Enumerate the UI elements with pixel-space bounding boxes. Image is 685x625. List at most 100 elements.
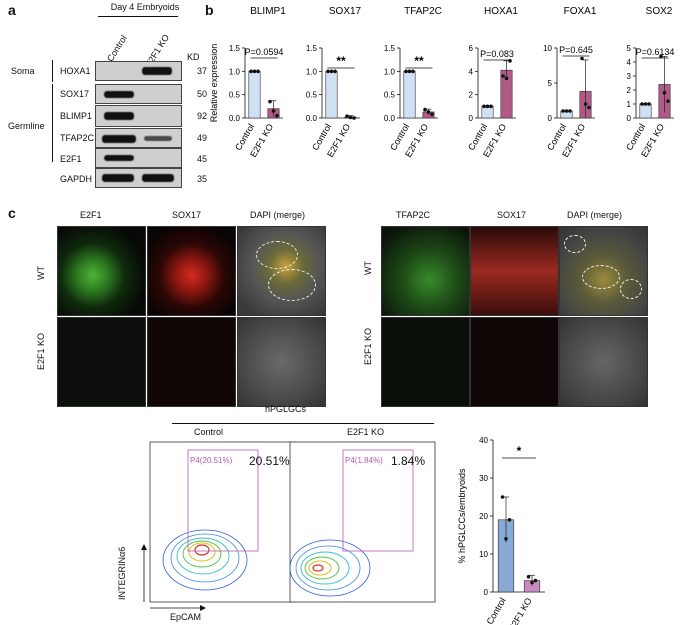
blot-header: Day 4 Embryoids [110, 2, 180, 12]
data-point [526, 575, 531, 579]
condition-control: Control [194, 427, 224, 437]
row-label-ko-right: E2F1 KO [363, 327, 373, 365]
band [104, 91, 134, 98]
y-tick-label: 1.5 [306, 44, 318, 53]
chart-title: SOX17 [329, 6, 362, 17]
data-point [326, 69, 330, 74]
data-point [564, 109, 569, 113]
data-point [507, 518, 512, 522]
data-point [508, 59, 512, 63]
data-point [500, 495, 505, 499]
data-point [426, 110, 431, 114]
y-tick-label: 20 [479, 512, 488, 521]
blot-strip-e2f1 [95, 148, 182, 168]
data-point [533, 578, 538, 583]
y-tick-label: 1.5 [384, 44, 396, 53]
data-point [411, 69, 415, 74]
y-tick-label: 1.5 [229, 44, 241, 53]
band [144, 136, 172, 141]
data-point [530, 580, 534, 585]
image-sox17-ko-right [470, 317, 559, 407]
data-point [659, 54, 663, 59]
header-tfap2c: TFAP2C [396, 210, 431, 220]
data-point [501, 74, 505, 78]
header-sox17-left: SOX17 [172, 210, 202, 220]
data-point [587, 105, 591, 110]
band [102, 135, 136, 143]
chart-title: SOX2 [646, 6, 673, 17]
y-tick-label: 0 [484, 588, 489, 597]
y-tick-label: 0 [627, 114, 632, 123]
data-point [404, 69, 408, 74]
data-point [407, 69, 412, 74]
condition-ko: E2F1 KO [347, 427, 385, 437]
band [104, 112, 134, 120]
data-point [256, 69, 260, 74]
x-tick-label: Control [485, 596, 508, 625]
data-point [275, 113, 279, 118]
blot-label-e2f1: E2F1 [60, 154, 82, 164]
row-label-wt-left: WT [36, 266, 46, 280]
image-merge-wt [237, 226, 326, 316]
y-tick-label: 1.0 [229, 67, 241, 76]
header-dapi-left: DAPI (merge) [250, 210, 306, 220]
data-point [561, 109, 565, 113]
flow-title-line [172, 423, 434, 424]
cell-outline [256, 241, 298, 269]
blot-label-tfap2c: TFAP2C [60, 133, 95, 143]
header-sox17-right: SOX17 [497, 210, 527, 220]
y-axis-label: % hPGLCCs/embryoids [457, 468, 467, 564]
y-tick-label: 0.5 [384, 91, 396, 100]
data-point [430, 112, 434, 117]
blot-strip-gapdh [95, 168, 182, 188]
y-tick-label: 1.0 [306, 67, 318, 76]
data-point [568, 109, 572, 113]
percent-control: 20.51% [249, 454, 290, 468]
data-point [485, 104, 490, 109]
blot-label-sox17: SOX17 [60, 89, 90, 99]
y-tick-label: 0 [548, 114, 553, 123]
blot-strip-blimp1 [95, 105, 182, 127]
data-point [482, 104, 486, 109]
data-point [329, 69, 334, 74]
y-tick-label: 4 [627, 58, 632, 67]
band [104, 155, 134, 161]
x-tick-label: E2F1 KO [507, 596, 534, 625]
y-tick-label: 2 [469, 91, 474, 100]
image-sox17-ko [147, 317, 236, 407]
y-tick-label: 4 [469, 67, 474, 76]
y-tick-label: 1 [627, 100, 632, 109]
image-tfap2c-wt [381, 226, 470, 316]
group-germline: Germline [8, 121, 45, 131]
blot-strip-tfap2c [95, 128, 182, 148]
image-sox17-wt-right [470, 226, 559, 316]
bar [403, 71, 416, 119]
significance-label: ** [336, 54, 346, 68]
kd-sox17: 50 [197, 89, 208, 99]
data-point [352, 116, 356, 120]
chart-title: TFAP2C [404, 6, 442, 17]
blot-strip-sox17 [95, 84, 182, 104]
data-point [662, 91, 667, 95]
header-dapi-right: DAPI (merge) [567, 210, 623, 220]
y-tick-label: 10 [543, 44, 552, 53]
gate-label-ko: P4(1.84%) [345, 456, 383, 465]
y-tick-label: 10 [479, 550, 488, 559]
y-tick-label: 2 [627, 86, 632, 95]
significance-label: P=0.645 [559, 45, 593, 55]
y-tick-label: 30 [479, 474, 488, 483]
image-merge-wt-right [559, 226, 648, 316]
image-sox17-wt [147, 226, 236, 316]
group-soma: Soma [11, 66, 35, 76]
data-point [647, 102, 651, 106]
data-point [583, 102, 588, 106]
image-tfap2c-ko [381, 317, 470, 407]
data-point [252, 69, 257, 74]
chart-title: HOXA1 [484, 6, 518, 17]
